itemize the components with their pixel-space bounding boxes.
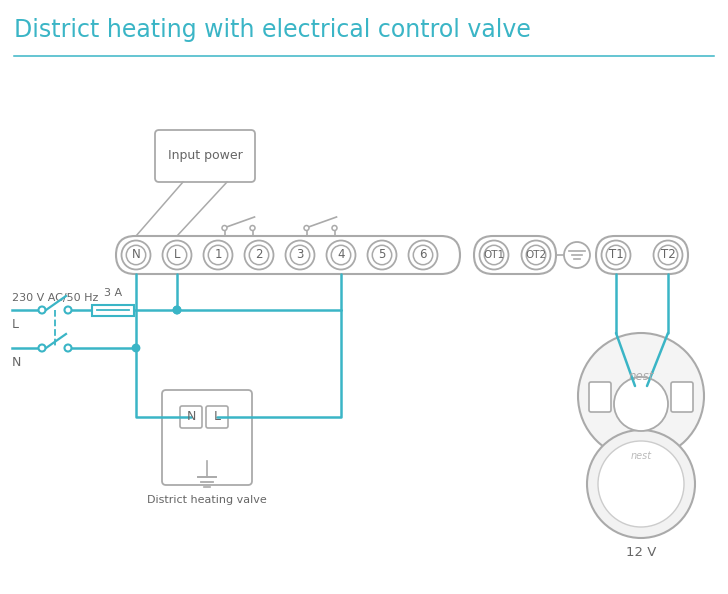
Text: 230 V AC/50 Hz: 230 V AC/50 Hz — [12, 293, 98, 303]
Circle shape — [658, 245, 678, 265]
Text: 4: 4 — [337, 248, 345, 261]
FancyBboxPatch shape — [162, 390, 252, 485]
Circle shape — [285, 241, 314, 270]
FancyBboxPatch shape — [155, 130, 255, 182]
Text: N: N — [12, 356, 21, 369]
Circle shape — [167, 245, 186, 265]
Text: OT2: OT2 — [526, 250, 547, 260]
Circle shape — [587, 430, 695, 538]
Text: L: L — [12, 318, 19, 331]
Circle shape — [208, 245, 228, 265]
Text: 5: 5 — [379, 248, 386, 261]
FancyBboxPatch shape — [589, 382, 611, 412]
Text: N: N — [186, 410, 196, 424]
Circle shape — [564, 242, 590, 268]
Circle shape — [526, 245, 546, 265]
Circle shape — [614, 377, 668, 431]
Circle shape — [654, 241, 683, 270]
Text: N: N — [132, 248, 141, 261]
Circle shape — [331, 245, 351, 265]
Text: 12 V: 12 V — [626, 546, 656, 559]
Text: 3 A: 3 A — [104, 288, 122, 298]
Circle shape — [598, 441, 684, 527]
Text: T2: T2 — [660, 248, 676, 261]
Text: 3: 3 — [296, 248, 304, 261]
Text: L: L — [213, 410, 221, 424]
Circle shape — [162, 241, 191, 270]
Circle shape — [39, 307, 45, 314]
Circle shape — [372, 245, 392, 265]
Text: nest: nest — [630, 451, 652, 461]
Circle shape — [173, 307, 181, 314]
Text: L: L — [174, 248, 181, 261]
Text: T1: T1 — [609, 248, 623, 261]
Circle shape — [126, 245, 146, 265]
Text: District heating valve: District heating valve — [147, 495, 267, 505]
Circle shape — [606, 245, 625, 265]
Circle shape — [521, 241, 550, 270]
FancyBboxPatch shape — [671, 382, 693, 412]
Text: 6: 6 — [419, 248, 427, 261]
Circle shape — [173, 307, 181, 314]
Text: 2: 2 — [256, 248, 263, 261]
Circle shape — [204, 241, 232, 270]
Circle shape — [326, 241, 355, 270]
Circle shape — [132, 345, 140, 352]
Circle shape — [304, 226, 309, 230]
Text: Input power: Input power — [167, 150, 242, 163]
FancyBboxPatch shape — [206, 406, 228, 428]
FancyBboxPatch shape — [474, 236, 556, 274]
Text: 1: 1 — [214, 248, 222, 261]
Text: District heating with electrical control valve: District heating with electrical control… — [14, 18, 531, 42]
Circle shape — [601, 241, 630, 270]
FancyBboxPatch shape — [596, 236, 688, 274]
Circle shape — [578, 333, 704, 459]
Circle shape — [290, 245, 309, 265]
Circle shape — [332, 226, 337, 230]
Circle shape — [480, 241, 508, 270]
Circle shape — [414, 245, 432, 265]
Circle shape — [65, 345, 71, 352]
Circle shape — [368, 241, 397, 270]
FancyBboxPatch shape — [92, 305, 134, 315]
FancyBboxPatch shape — [180, 406, 202, 428]
Circle shape — [408, 241, 438, 270]
Circle shape — [222, 226, 227, 230]
Circle shape — [39, 345, 45, 352]
FancyBboxPatch shape — [116, 236, 460, 274]
Text: nest: nest — [628, 369, 654, 383]
Circle shape — [250, 226, 255, 230]
Text: OT1: OT1 — [483, 250, 505, 260]
Circle shape — [484, 245, 504, 265]
Circle shape — [249, 245, 269, 265]
Circle shape — [122, 241, 151, 270]
Circle shape — [245, 241, 274, 270]
Circle shape — [65, 307, 71, 314]
